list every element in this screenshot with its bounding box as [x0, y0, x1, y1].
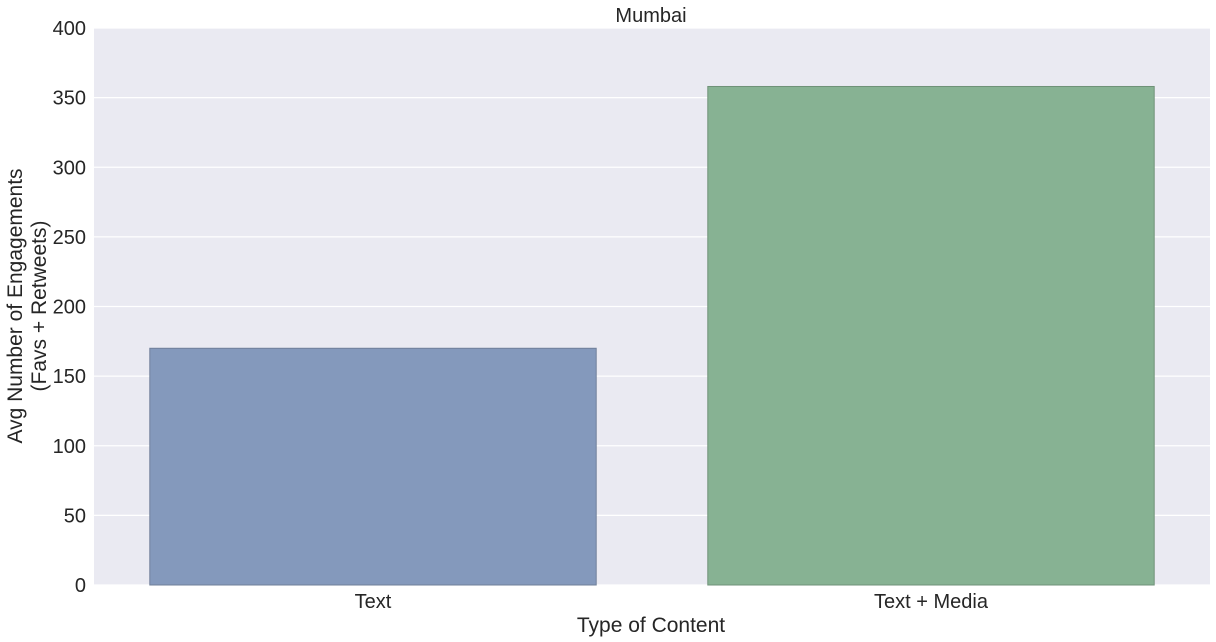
y-tick-label: 50: [64, 505, 86, 527]
y-tick-label: 150: [53, 366, 86, 388]
y-axis-label-line-2: (Favs + Retweets): [28, 221, 51, 392]
y-tick-label: 350: [53, 88, 86, 110]
x-axis-ticks: Text Text + Media: [355, 591, 989, 613]
x-tick-label: Text: [355, 591, 392, 613]
y-axis-ticks: 0 50 100 150 200 250 300 350 400: [53, 18, 86, 597]
bar-text-media: [707, 85, 1155, 586]
y-tick-label: 400: [53, 18, 86, 40]
y-axis-label-line-1: Avg Number of Engagements: [4, 168, 27, 443]
bars: [149, 85, 1155, 586]
x-tick-label: Text + Media: [874, 591, 989, 613]
y-tick-label: 0: [75, 575, 86, 597]
y-tick-label: 300: [53, 157, 86, 179]
y-tick-label: 100: [53, 436, 86, 458]
chart-title: Mumbai: [615, 5, 686, 27]
x-axis-label: Type of Content: [577, 614, 725, 637]
bar-text: [149, 347, 597, 586]
y-tick-label: 200: [53, 297, 86, 319]
y-tick-label: 250: [53, 227, 86, 249]
